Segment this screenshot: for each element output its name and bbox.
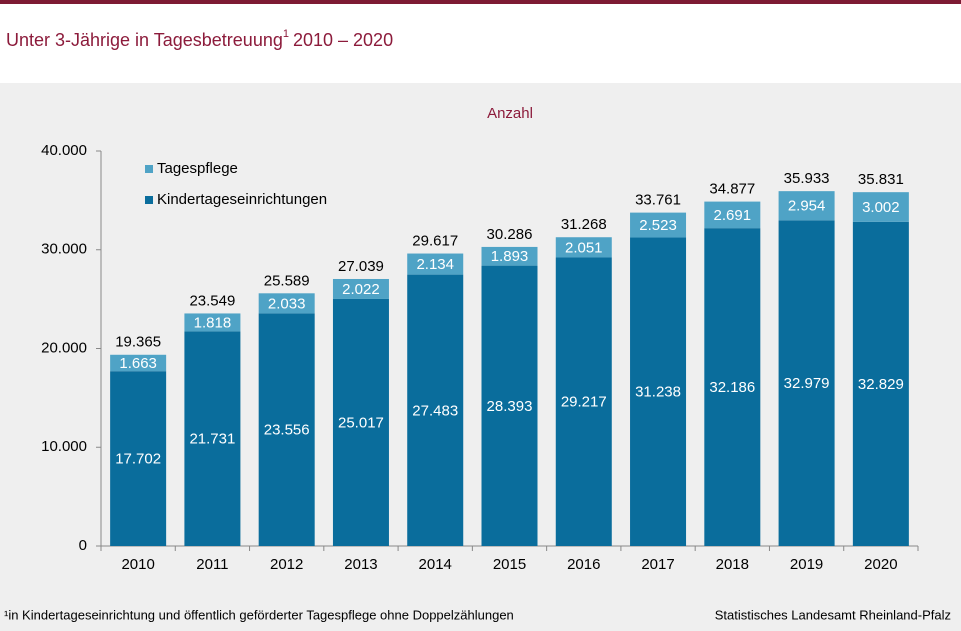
legend-swatch	[145, 165, 153, 173]
value-label: 32.829	[858, 376, 904, 393]
bar-segment	[778, 220, 835, 546]
y-tick-label: 10.000	[41, 438, 87, 455]
bar-segment	[110, 371, 167, 546]
legend-swatch	[145, 196, 153, 204]
total-label: 33.761	[635, 192, 681, 209]
title-sup: 1	[283, 28, 289, 40]
value-label: 2.134	[416, 256, 454, 273]
x-tick-label: 2011	[196, 556, 228, 573]
y-tick-label: 20.000	[41, 339, 87, 356]
bar-segment	[704, 228, 761, 546]
value-label: 29.217	[561, 394, 607, 411]
value-label: 2.033	[268, 295, 306, 312]
value-label: 25.017	[338, 414, 384, 431]
value-label: 21.731	[189, 431, 235, 448]
total-label: 35.831	[858, 171, 904, 188]
value-label: 32.979	[784, 375, 830, 392]
source: Statistisches Landesamt Rheinland-Pfalz	[715, 607, 951, 622]
bar-segment	[110, 354, 167, 372]
bar-segment	[481, 265, 538, 546]
y-tick-label: 0	[79, 537, 87, 554]
x-tick-label: 2020	[864, 556, 897, 573]
bar-segment	[332, 298, 389, 546]
bar-segment	[407, 253, 464, 275]
x-tick-label: 2010	[121, 556, 154, 573]
bar-segment	[555, 257, 612, 546]
x-tick-label: 2018	[716, 556, 749, 573]
footnote: ¹in Kindertageseinrichtung und öffentlic…	[4, 607, 514, 622]
value-label: 2.691	[714, 207, 752, 224]
bar-segment	[258, 313, 315, 546]
value-label: 2.954	[788, 198, 826, 215]
value-label: 1.663	[119, 355, 157, 372]
total-label: 34.877	[709, 181, 755, 198]
value-label: 23.556	[264, 422, 310, 439]
bar-segment	[704, 201, 761, 229]
title-suffix: 2010 – 2020	[293, 30, 393, 50]
bar-segment	[332, 278, 389, 299]
total-label: 27.039	[338, 258, 384, 275]
x-tick-label: 2014	[419, 556, 452, 573]
x-tick-label: 2017	[641, 556, 674, 573]
value-label: 2.523	[639, 217, 677, 234]
x-tick-label: 2019	[790, 556, 823, 573]
value-label: 1.893	[491, 248, 529, 265]
x-tick-label: 2012	[270, 556, 303, 573]
bar-segment	[184, 331, 241, 546]
bar-segment	[258, 293, 315, 314]
bar-segment	[481, 246, 538, 266]
total-label: 30.286	[487, 226, 533, 243]
bar-segment	[184, 313, 241, 332]
value-label: 1.818	[194, 314, 232, 331]
value-label: 27.483	[412, 402, 458, 419]
bar-segment	[630, 237, 687, 546]
bar-segment	[630, 212, 687, 238]
bar-segment	[555, 237, 612, 258]
bar-segment	[407, 274, 464, 546]
value-label: 31.238	[635, 384, 681, 401]
value-label: 28.393	[487, 398, 533, 415]
title-main: Unter 3-Jährige in Tagesbetreuung	[6, 30, 283, 50]
x-tick-label: 2016	[567, 556, 600, 573]
chart-title: Unter 3-Jährige in Tagesbetreuung1 2010 –…	[6, 28, 393, 50]
total-label: 29.617	[412, 233, 458, 250]
y-tick-label: 40.000	[41, 142, 87, 159]
y-tick-label: 30.000	[41, 241, 87, 258]
subtitle: Anzahl	[487, 105, 533, 122]
total-label: 19.365	[115, 334, 161, 351]
total-label: 35.933	[784, 170, 830, 187]
legend-label: Tagespflege	[157, 160, 238, 177]
x-tick-label: 2013	[344, 556, 377, 573]
value-label: 2.051	[565, 239, 603, 256]
total-label: 31.268	[561, 216, 607, 233]
x-tick-label: 2015	[493, 556, 526, 573]
legend-label: Kindertageseinrichtungen	[157, 191, 327, 208]
value-label: 32.186	[709, 379, 755, 396]
value-label: 3.002	[862, 199, 900, 216]
top-bar	[0, 0, 961, 4]
total-label: 23.549	[189, 292, 235, 309]
bar-segment	[852, 221, 909, 546]
bar-segment	[778, 191, 835, 221]
value-label: 17.702	[115, 451, 161, 468]
total-label: 25.589	[264, 272, 310, 289]
bar-segment	[852, 192, 909, 222]
value-label: 2.022	[342, 281, 380, 298]
